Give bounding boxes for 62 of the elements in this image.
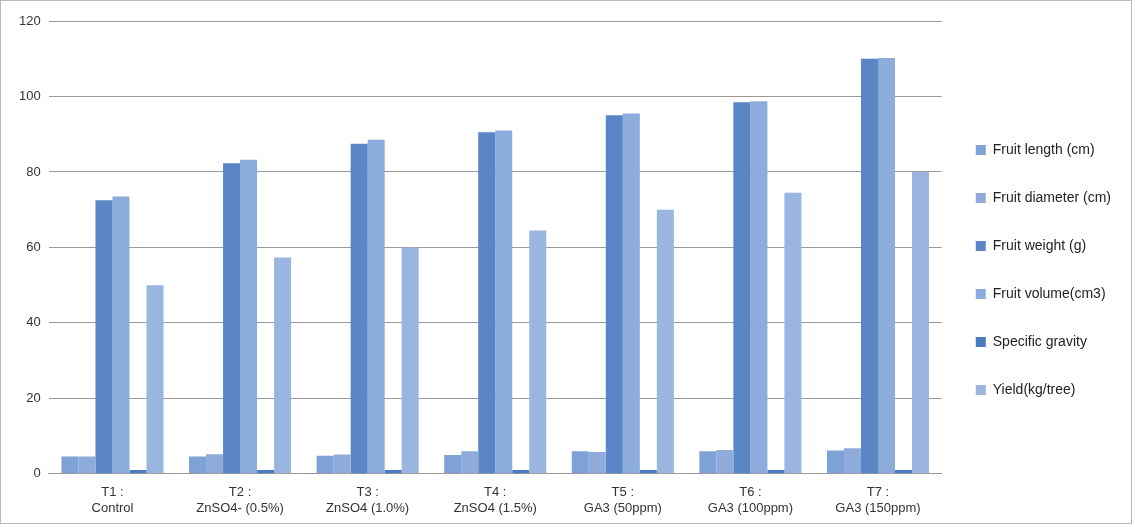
bar — [444, 454, 462, 474]
x-tick-label: T3 : ZnSO4 (1.0%) — [326, 484, 410, 515]
bar — [350, 143, 368, 474]
bar — [639, 470, 657, 474]
bar — [571, 451, 589, 474]
y-tick-label: 100 — [18, 88, 41, 104]
y-tick-label: 60 — [26, 238, 41, 254]
y-tick-label: 20 — [26, 389, 41, 405]
x-tick-label: T4 : ZnSO4 (1.5%) — [453, 484, 537, 515]
bar — [529, 230, 547, 474]
bar — [733, 102, 751, 474]
y-tick-label: 0 — [33, 465, 41, 481]
bar — [478, 132, 496, 474]
bar — [495, 130, 513, 474]
legend-label: Specific gravity — [992, 332, 1087, 349]
bar — [257, 470, 275, 474]
bar — [189, 456, 207, 474]
bar — [333, 454, 351, 474]
legend-label: Yield(kg/tree) — [992, 380, 1076, 397]
x-tick-label: T1 : Control — [91, 484, 134, 515]
legend-label: Fruit weight (g) — [992, 236, 1087, 253]
bar — [767, 470, 785, 474]
bar — [78, 456, 96, 474]
bar — [588, 451, 606, 474]
y-tick-label: 120 — [18, 12, 41, 28]
bar — [316, 455, 334, 474]
bar — [112, 196, 130, 474]
bar — [843, 448, 861, 474]
bar — [512, 470, 530, 474]
x-tick-label: T6 : GA3 (100ppm) — [707, 484, 794, 515]
bar — [461, 451, 479, 474]
bar — [240, 159, 258, 474]
bar — [894, 470, 912, 474]
legend-label: Fruit volume(cm3) — [992, 284, 1106, 301]
bar — [367, 139, 385, 474]
legend-label: Fruit diameter (cm) — [992, 188, 1111, 205]
bar — [750, 101, 768, 474]
bar — [95, 200, 113, 474]
bar — [877, 57, 895, 474]
x-tick-label: T7 : GA3 (150ppm) — [835, 484, 921, 515]
legend-label: Fruit length (cm) — [992, 140, 1095, 157]
bar — [699, 451, 717, 474]
bar — [860, 58, 878, 474]
bar — [622, 113, 640, 474]
bar — [223, 163, 241, 474]
bar — [274, 257, 292, 474]
bar — [384, 470, 402, 474]
bar — [784, 192, 802, 474]
y-tick-label: 40 — [26, 314, 41, 330]
x-tick-label: T2 : ZnSO4- (0.5%) — [196, 484, 284, 515]
bar — [146, 285, 164, 474]
bar — [401, 247, 419, 474]
bar — [912, 171, 930, 474]
bar — [61, 456, 79, 474]
bar — [129, 470, 147, 474]
bar — [716, 450, 734, 474]
bar — [605, 115, 623, 474]
bar — [206, 454, 224, 474]
bar — [656, 209, 674, 474]
bar — [826, 450, 844, 474]
y-tick-label: 80 — [26, 163, 41, 179]
x-tick-label: T5 : GA3 (50ppm) — [583, 484, 662, 515]
